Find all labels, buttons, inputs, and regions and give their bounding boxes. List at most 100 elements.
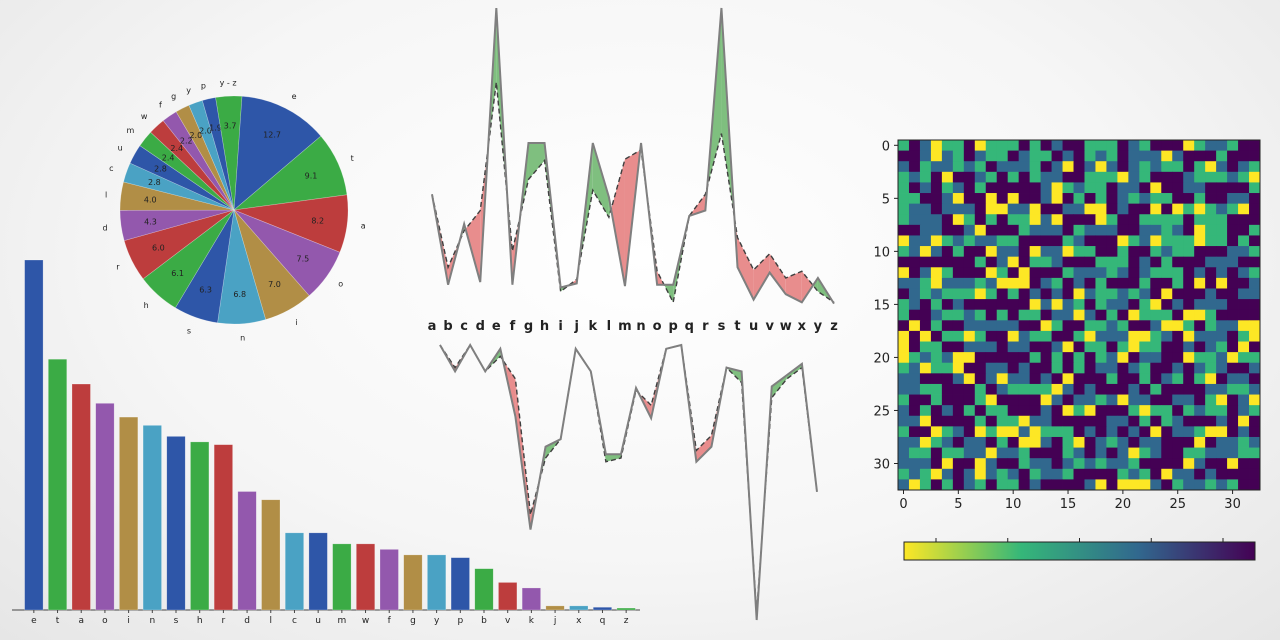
heatmap-cell	[1084, 214, 1096, 226]
heatmap-cell	[1249, 394, 1261, 406]
heatmap-cell	[1029, 436, 1042, 448]
heatmap-cell	[1117, 256, 1129, 268]
heatmap-cell	[1040, 288, 1052, 300]
heatmap-cell	[1249, 341, 1261, 353]
heatmap-cell	[1106, 320, 1118, 332]
heatmap-cell	[1029, 267, 1042, 279]
heatmap-cell	[908, 224, 921, 236]
heatmap-cell	[985, 405, 998, 417]
heatmap-cell	[1249, 267, 1261, 279]
heatmap-cell	[1062, 171, 1074, 183]
heatmap-cell	[908, 214, 921, 226]
heatmap-cell	[1117, 224, 1129, 236]
heatmap-cell	[898, 426, 910, 438]
heatmap-cell	[1117, 214, 1129, 226]
heatmap-cell	[1117, 458, 1129, 470]
heatmap-cell	[1117, 479, 1129, 491]
heatmap-cell	[952, 394, 965, 406]
heatmap-cell	[1018, 161, 1031, 173]
heatmap-cell	[1172, 256, 1184, 268]
heatmap-cell	[1205, 214, 1217, 226]
heatmap-cell	[930, 246, 943, 258]
heatmap-cell	[919, 458, 932, 470]
heatmap-cell	[898, 341, 910, 353]
heatmap-cell	[1073, 140, 1085, 152]
bar	[166, 436, 186, 611]
bar-tick-label: q	[600, 616, 606, 626]
heatmap-cell	[941, 426, 954, 438]
heatmap-cell	[1128, 426, 1140, 438]
heatmap-cell	[1183, 193, 1195, 205]
heatmap-cell	[930, 341, 943, 353]
bar	[24, 259, 44, 611]
heatmap-cell	[1051, 277, 1063, 289]
heatmap-cell	[1084, 182, 1096, 194]
heatmap-cell	[1117, 299, 1129, 311]
heatmap-cell	[1216, 362, 1228, 374]
area-fill	[785, 271, 802, 303]
heatmap-cell	[941, 405, 954, 417]
heatmap-cell	[1172, 140, 1184, 152]
heatmap-cell	[1007, 288, 1020, 300]
heatmap-cell	[985, 330, 998, 342]
heatmap-cell	[1128, 415, 1140, 427]
pie-label: g	[171, 92, 176, 101]
heatmap-cell	[1238, 394, 1250, 406]
heatmap-cell	[1128, 256, 1140, 268]
heatmap-cell	[1227, 341, 1239, 353]
pie-label: y - z	[220, 78, 237, 87]
heatmap-cell	[1106, 426, 1118, 438]
heatmap-cell	[1117, 203, 1129, 215]
bar	[308, 532, 328, 611]
heatmap-cell	[1216, 436, 1228, 448]
pie-value-label: 2.8	[154, 165, 167, 174]
bar-tick-label: c	[292, 616, 297, 626]
heatmap-cell	[1007, 309, 1020, 321]
heatmap-cell	[1051, 235, 1063, 247]
heatmap-cell	[1040, 277, 1052, 289]
heatmap-cell	[919, 309, 932, 321]
heatmap-cell	[1029, 288, 1042, 300]
heatmap-cell	[1238, 436, 1250, 448]
heatmap-cell	[1183, 341, 1195, 353]
heatmap-cell	[919, 341, 932, 353]
heatmap-cell	[1194, 140, 1206, 152]
heatmap-cell	[1172, 373, 1184, 385]
heatmap-cell	[1139, 214, 1151, 226]
bar	[213, 444, 233, 611]
heatmap-cell	[1172, 447, 1184, 459]
heatmap-cell	[1238, 426, 1250, 438]
heatmap-cell	[930, 352, 943, 364]
heatmap-cell	[1007, 140, 1020, 152]
heatmap-cell	[963, 235, 976, 247]
heatmap-cell	[1040, 161, 1052, 173]
heatmap-cell	[1238, 288, 1250, 300]
heatmap-cell	[1051, 267, 1063, 279]
heatmap-cell	[1128, 362, 1140, 374]
heatmap-cell	[1205, 150, 1217, 162]
pie-value-label: 12.7	[263, 131, 281, 140]
area-x-label: h	[540, 319, 549, 334]
heatmap-cell	[1227, 193, 1239, 205]
heatmap-cell	[1161, 182, 1173, 194]
heatmap-frame	[897, 139, 1261, 491]
heatmap-cell	[1018, 256, 1031, 268]
heatmap-cell	[1216, 203, 1228, 215]
heatmap-cell	[1018, 235, 1031, 247]
heatmap-cell	[941, 415, 954, 427]
pie-slice	[233, 209, 310, 320]
heatmap-cell	[930, 140, 943, 152]
heatmap-cell	[941, 383, 954, 395]
area-x-label: g	[524, 319, 533, 334]
pie-slice	[142, 209, 235, 309]
heatmap-cell	[1073, 330, 1085, 342]
bar	[119, 416, 139, 611]
pie-label: o	[338, 280, 343, 289]
heatmap-cell	[1216, 140, 1228, 152]
heatmap-cell	[1161, 447, 1173, 459]
heatmap-cell	[908, 299, 921, 311]
heatmap-cell	[1073, 309, 1085, 321]
area-x-label: e	[492, 319, 501, 334]
bar-tick-label: w	[362, 616, 369, 626]
heatmap-cell	[1007, 182, 1020, 194]
